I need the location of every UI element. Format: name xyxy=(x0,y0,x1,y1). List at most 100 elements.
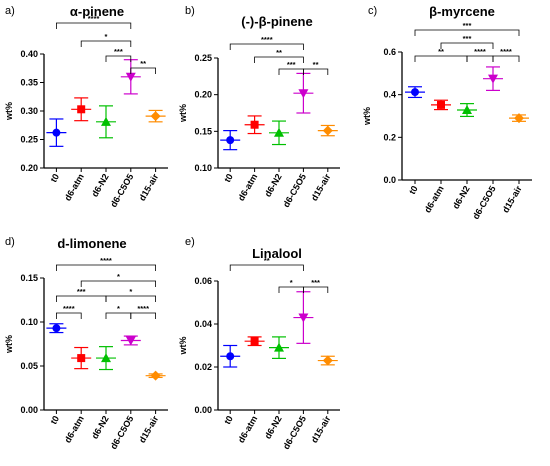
x-tick-label: t0 xyxy=(48,172,61,184)
significance-label: * xyxy=(117,272,120,281)
significance-bracket xyxy=(105,295,156,302)
data-point xyxy=(250,337,259,346)
chart-title: β-myrcene xyxy=(429,4,495,19)
x-tick-label: d6-N2 xyxy=(263,414,284,441)
significance-label: ** xyxy=(313,60,319,69)
data-point xyxy=(226,136,235,145)
significance-label: **** xyxy=(100,256,112,265)
significance-bracket xyxy=(492,55,520,62)
significance-label: **** xyxy=(88,14,100,23)
data-point xyxy=(298,313,309,323)
data-point xyxy=(77,354,86,363)
x-tick-label: d6-C5O5 xyxy=(281,414,308,451)
x-tick-label: d15-air xyxy=(137,414,161,445)
data-point xyxy=(101,353,111,363)
x-tick-label: d6-atm xyxy=(422,184,445,215)
data-point xyxy=(77,105,86,114)
significance-label: **** xyxy=(137,304,149,313)
significance-label: **** xyxy=(474,47,486,56)
significance-bracket xyxy=(229,43,304,50)
chart-title: α-pinene xyxy=(70,4,124,19)
x-tick-label: t0 xyxy=(48,414,61,426)
significance-label: * xyxy=(129,287,132,296)
x-tick-label: d6-C5O5 xyxy=(471,184,498,221)
significance-bracket xyxy=(130,67,156,74)
data-point xyxy=(250,120,259,129)
significance-label: **** xyxy=(261,35,273,44)
chart-title: (-)-β-pinene xyxy=(241,14,312,29)
x-tick-label: d6-C5O5 xyxy=(281,172,308,209)
significance-label: *** xyxy=(114,47,123,56)
data-point xyxy=(488,74,498,84)
significance-bracket xyxy=(466,55,494,62)
x-tick-label: d6-atm xyxy=(63,172,86,203)
y-tick-label: 0.25 xyxy=(20,135,38,145)
y-tick-label: 0.15 xyxy=(20,273,38,283)
chart-title: d-limonene xyxy=(57,236,126,251)
y-tick-label: 0.20 xyxy=(20,163,38,173)
data-point xyxy=(437,100,445,109)
significance-label: *** xyxy=(463,21,472,30)
significance-label: *** xyxy=(287,60,296,69)
y-tick-label: 0.10 xyxy=(20,317,38,327)
x-tick-label: t0 xyxy=(222,172,235,184)
significance-bracket xyxy=(414,55,468,62)
data-point xyxy=(52,128,61,137)
y-tick-label: 0.20 xyxy=(194,90,212,100)
data-point xyxy=(125,336,136,346)
chart-title: Linalool xyxy=(252,246,302,261)
y-tick-label: 0.6 xyxy=(383,47,396,57)
y-tick-label: 0.02 xyxy=(194,362,212,372)
x-tick-label: d6-N2 xyxy=(263,172,284,199)
data-point xyxy=(411,88,419,97)
data-point xyxy=(274,342,284,352)
significance-label: ** xyxy=(438,47,444,56)
significance-bracket xyxy=(254,56,304,63)
panel-label: d) xyxy=(5,236,15,248)
x-tick-label: t0 xyxy=(407,184,420,196)
significance-bracket xyxy=(440,42,494,49)
y-tick-label: 0.10 xyxy=(194,163,212,173)
significance-bracket xyxy=(303,286,329,293)
y-axis-label: wt% xyxy=(178,104,188,123)
y-tick-label: 0.0 xyxy=(383,175,396,185)
data-point xyxy=(322,125,333,136)
x-tick-label: d15-air xyxy=(309,172,333,203)
x-tick-label: d15-air xyxy=(137,172,161,203)
y-tick-label: 0.35 xyxy=(20,78,38,88)
y-tick-label: 0.4 xyxy=(383,90,396,100)
x-tick-label: d6-atm xyxy=(63,414,86,445)
significance-label: **** xyxy=(63,304,75,313)
data-point xyxy=(514,113,524,124)
significance-bracket xyxy=(303,68,329,75)
y-tick-label: 0.05 xyxy=(20,361,38,371)
x-tick-label: d6-N2 xyxy=(90,172,111,199)
x-tick-label: d15-air xyxy=(309,414,333,445)
y-tick-label: 0.00 xyxy=(20,405,38,415)
significance-bracket xyxy=(56,22,132,29)
significance-label: * xyxy=(290,278,293,287)
y-tick-label: 0.06 xyxy=(194,276,212,286)
x-tick-label: d15-air xyxy=(500,184,524,215)
y-tick-label: 0.40 xyxy=(20,49,38,59)
significance-bracket xyxy=(56,312,82,319)
chart-panel-2: b) (-)-β-pinene 0.10 0.15 0.20 0.25 wt% t0 d6-at… xyxy=(178,5,340,209)
significance-bracket xyxy=(278,68,304,75)
x-tick-label: d6-N2 xyxy=(451,184,472,211)
significance-label: ** xyxy=(264,256,270,265)
data-point xyxy=(150,111,161,122)
x-tick-label: d6-N2 xyxy=(90,414,111,441)
significance-bracket xyxy=(80,280,156,287)
significance-label: ** xyxy=(276,48,282,57)
y-tick-label: 0.2 xyxy=(383,132,396,142)
x-tick-label: d6-C5O5 xyxy=(108,172,135,209)
data-point xyxy=(298,89,309,99)
data-point xyxy=(101,116,111,126)
significance-bracket xyxy=(414,29,520,36)
chart-panel-1: a) α-pinene 0.20 0.25 0.30 0.35 0.40 wt% t0 d6-at… xyxy=(4,4,168,209)
data-point xyxy=(274,127,284,137)
significance-bracket xyxy=(56,264,156,271)
significance-bracket xyxy=(80,40,132,47)
